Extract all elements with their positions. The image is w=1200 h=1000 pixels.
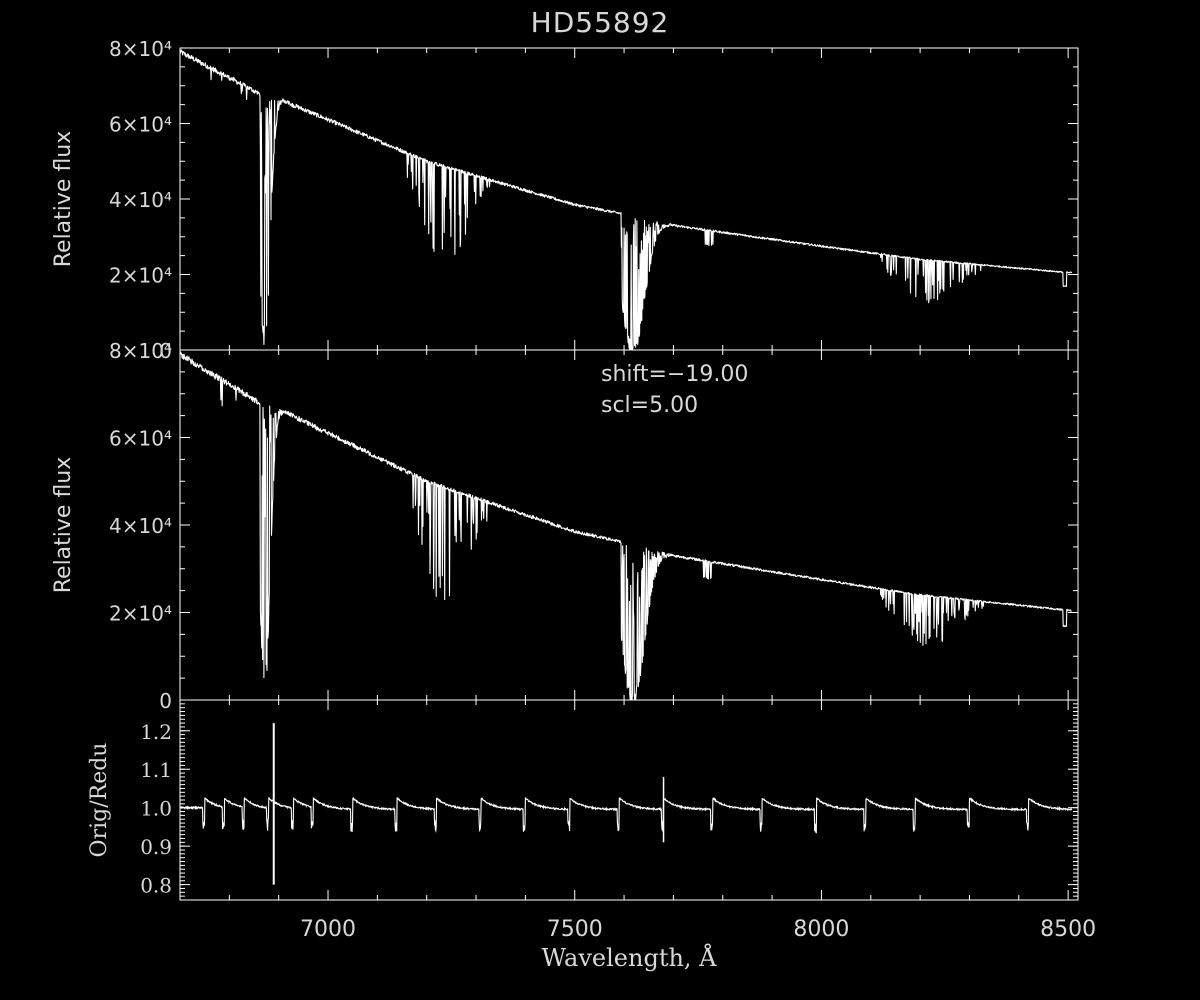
y-tick-label: 0 bbox=[159, 689, 172, 713]
y-tick-label: 6×10⁴ bbox=[109, 427, 172, 451]
chart-title: HD55892 bbox=[530, 6, 670, 39]
y-tick-label: 8×10⁴ bbox=[109, 339, 172, 363]
y-tick-label: 1.2 bbox=[140, 720, 172, 744]
y-axis-label: Relative flux bbox=[51, 131, 76, 268]
y-tick-label: 0.8 bbox=[140, 874, 172, 898]
y-tick-label: 0 bbox=[159, 339, 172, 363]
y-axis-label: Relative flux bbox=[51, 457, 76, 594]
x-tick-label: 7000 bbox=[300, 917, 356, 942]
y-tick-label: 4×10⁴ bbox=[109, 514, 172, 538]
top-panel-frame bbox=[179, 47, 1079, 351]
y-tick-label: 1.0 bbox=[140, 797, 172, 821]
y-tick-label: 8×10⁴ bbox=[109, 37, 172, 61]
ratio-line bbox=[179, 796, 1073, 834]
spectrum-line-original bbox=[179, 49, 1073, 351]
x-tick-label: 8000 bbox=[793, 917, 849, 942]
y-tick-label: 1.1 bbox=[140, 758, 172, 782]
y-tick-label: 4×10⁴ bbox=[109, 188, 172, 212]
shift-annotation: shift=−19.00 bbox=[601, 362, 748, 387]
x-axis-label: Wavelength, Å bbox=[541, 943, 717, 972]
y-axis-label: Orig/Redu bbox=[87, 743, 112, 858]
y-tick-label: 6×10⁴ bbox=[109, 113, 172, 137]
y-tick-label: 0.9 bbox=[140, 835, 172, 859]
y-tick-label: 2×10⁴ bbox=[109, 602, 172, 626]
x-tick-label: 8500 bbox=[1040, 917, 1096, 942]
scale-annotation: scl=5.00 bbox=[601, 393, 698, 418]
y-tick-label: 2×10⁴ bbox=[109, 264, 172, 288]
x-tick-label: 7500 bbox=[547, 917, 603, 942]
spectrum-line-reduced bbox=[179, 351, 1072, 701]
